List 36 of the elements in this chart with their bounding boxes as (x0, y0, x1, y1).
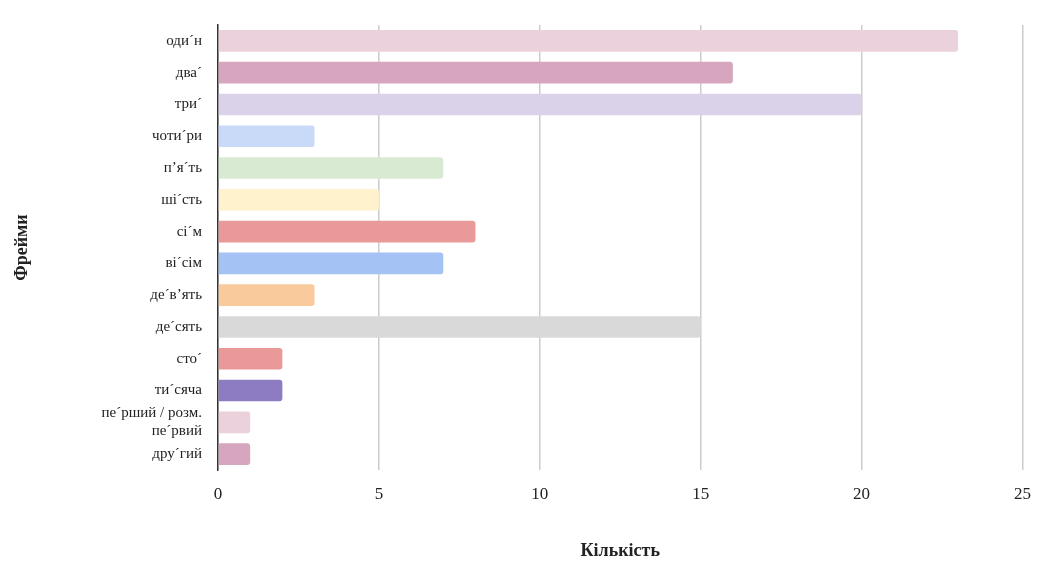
x-axis-title: Кількість (580, 539, 661, 560)
x-tick-label: 25 (1014, 483, 1031, 503)
y-tick-label: пе´рший / розм. пе´рвий (101, 404, 203, 439)
bar (218, 284, 315, 306)
y-tick-label: ві´сім (165, 254, 203, 271)
y-tick-label: п’я´ть (163, 158, 203, 175)
y-tick-label: оди´н (166, 31, 203, 48)
y-tick-label: чоти´ри (152, 127, 203, 144)
x-tick-label: 5 (374, 483, 384, 503)
bar (218, 189, 379, 211)
y-tick-label: три´ (174, 95, 203, 112)
bar (218, 220, 476, 243)
y-tick-label: дру´гий (152, 445, 203, 462)
bar (218, 411, 251, 434)
bar (218, 93, 862, 116)
y-tick-label: де´в’ять (150, 286, 203, 303)
bar (218, 125, 315, 148)
y-axis-title: Фрейми (11, 214, 32, 281)
y-tick-label: ти´сяча (154, 381, 203, 398)
y-tick-label: ші´сть (161, 190, 203, 207)
bar (218, 252, 444, 275)
y-tick-label: де´сять (155, 317, 203, 334)
x-tick-label: 20 (853, 483, 871, 503)
bar (218, 61, 733, 84)
y-tick-label: сто´ (176, 349, 203, 366)
bar (218, 379, 283, 402)
x-tick-label: 10 (531, 483, 549, 503)
bar (218, 157, 444, 179)
bar (218, 316, 701, 338)
y-tick-label: сі´м (176, 222, 203, 239)
x-tick-label: 15 (692, 483, 710, 503)
x-tick-label: 0 (213, 483, 223, 503)
bar (218, 443, 251, 465)
bar (218, 347, 283, 370)
bar (218, 30, 959, 52)
y-tick-label: два´ (175, 63, 203, 80)
